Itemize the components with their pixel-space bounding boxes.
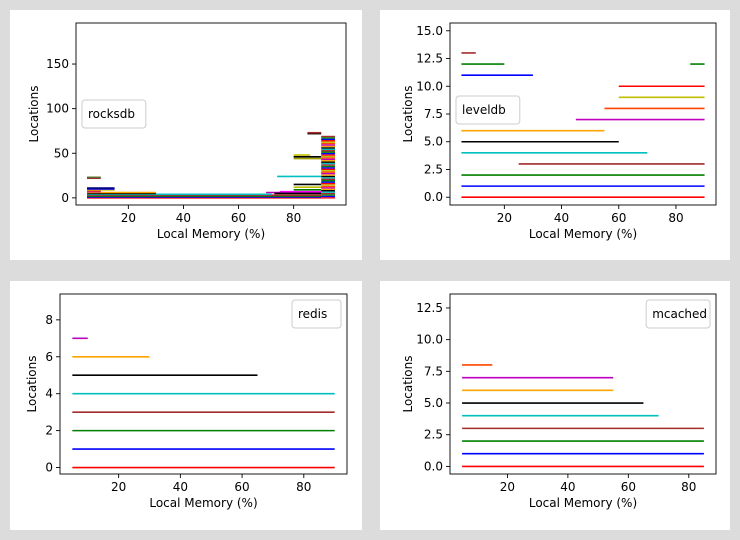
x-tick-label: 40 xyxy=(173,480,188,494)
legend-label: mcached xyxy=(652,307,707,321)
leveldb-chart-panel: 20 40 60 80 0.0 2.5 5.0 7.5 10.0 12.5 15.0 Local Me… xyxy=(380,10,730,260)
y-axis-label: Locations xyxy=(25,355,39,412)
y-tick-label: 12.5 xyxy=(416,301,443,315)
plot-area xyxy=(462,364,704,468)
x-tick-label: 80 xyxy=(681,480,696,494)
x-tick-label: 80 xyxy=(296,480,311,494)
y-tick-label: 2 xyxy=(45,424,53,438)
x-axis-label: Local Memory (%) xyxy=(149,496,257,510)
plot-area xyxy=(461,52,705,199)
x-tick-label: 60 xyxy=(611,211,626,225)
plot-frame xyxy=(59,293,348,475)
y-tick-label: 4 xyxy=(45,387,53,401)
leveldb-chart: 20 40 60 80 0.0 2.5 5.0 7.5 10.0 12.5 15.0 Local Me… xyxy=(401,22,717,241)
x-tick-label: 60 xyxy=(621,480,636,494)
x-tick-label: 60 xyxy=(231,211,246,225)
x-axis-label: Local Memory (%) xyxy=(529,496,637,510)
y-tick-label: 100 xyxy=(46,102,69,116)
redis-chart-panel: 20 40 60 80 0 2 4 6 8 Local Memory (%) Locations re… xyxy=(10,281,362,530)
y-axis-label: Locations xyxy=(401,355,415,412)
y-axis-label: Locations xyxy=(401,85,415,142)
y-tick-label: 0.0 xyxy=(424,459,443,473)
x-tick-label: 80 xyxy=(668,211,683,225)
y-tick-label: 50 xyxy=(54,146,69,160)
y-tick-label: 0 xyxy=(61,191,69,205)
legend-label: redis xyxy=(298,307,327,321)
y-tick-label: 2.5 xyxy=(424,162,443,176)
rocksdb-chart: 20 40 60 80 0 50 100 150 Local Memory (%) Locatio… xyxy=(27,22,347,241)
y-tick-label: 5.0 xyxy=(424,135,443,149)
legend-box xyxy=(455,95,521,125)
mcached-chart-panel: 20 40 60 80 0.0 2.5 5.0 7.5 10.0 12.5 Local Memory… xyxy=(380,281,730,530)
rocksdb-chart-panel: 20 40 60 80 0 50 100 150 Local Memory (%) Locatio… xyxy=(10,10,362,260)
x-axis-label: Local Memory (%) xyxy=(157,227,265,241)
y-tick-label: 12.5 xyxy=(416,52,443,66)
x-axis-label: Local Memory (%) xyxy=(529,227,637,241)
plot-frame xyxy=(75,22,347,206)
x-tick-label: 20 xyxy=(500,480,515,494)
mcached-chart: 20 40 60 80 0.0 2.5 5.0 7.5 10.0 12.5 Local Memory… xyxy=(401,293,717,510)
x-tick-label: 20 xyxy=(497,211,512,225)
x-tick-label: 20 xyxy=(121,211,136,225)
legend-box xyxy=(291,299,342,329)
plot-area xyxy=(87,131,335,199)
x-tick-label: 20 xyxy=(111,480,126,494)
y-tick-label: 7.5 xyxy=(424,107,443,121)
y-tick-label: 15.0 xyxy=(416,24,443,38)
y-tick-label: 8 xyxy=(45,313,53,327)
y-tick-label: 5.0 xyxy=(424,396,443,410)
y-tick-label: 0.0 xyxy=(424,190,443,204)
plot-frame xyxy=(449,293,717,475)
y-axis-label: Locations xyxy=(27,85,41,142)
x-tick-label: 60 xyxy=(234,480,249,494)
y-tick-label: 0 xyxy=(45,461,53,475)
legend-label: leveldb xyxy=(462,103,506,117)
y-tick-label: 10.0 xyxy=(416,79,443,93)
y-tick-label: 10.0 xyxy=(416,333,443,347)
legend-box xyxy=(81,99,147,129)
x-tick-label: 80 xyxy=(286,211,301,225)
legend-label: rocksdb xyxy=(88,107,135,121)
y-tick-label: 2.5 xyxy=(424,428,443,442)
legend-box xyxy=(645,299,711,329)
plot-area xyxy=(72,337,335,469)
redis-chart: 20 40 60 80 0 2 4 6 8 Local Memory (%) Locations re… xyxy=(25,293,348,510)
y-tick-label: 7.5 xyxy=(424,364,443,378)
x-tick-label: 40 xyxy=(560,480,575,494)
x-tick-label: 40 xyxy=(554,211,569,225)
y-tick-label: 150 xyxy=(46,57,69,71)
x-tick-label: 40 xyxy=(176,211,191,225)
y-tick-label: 6 xyxy=(45,350,53,364)
